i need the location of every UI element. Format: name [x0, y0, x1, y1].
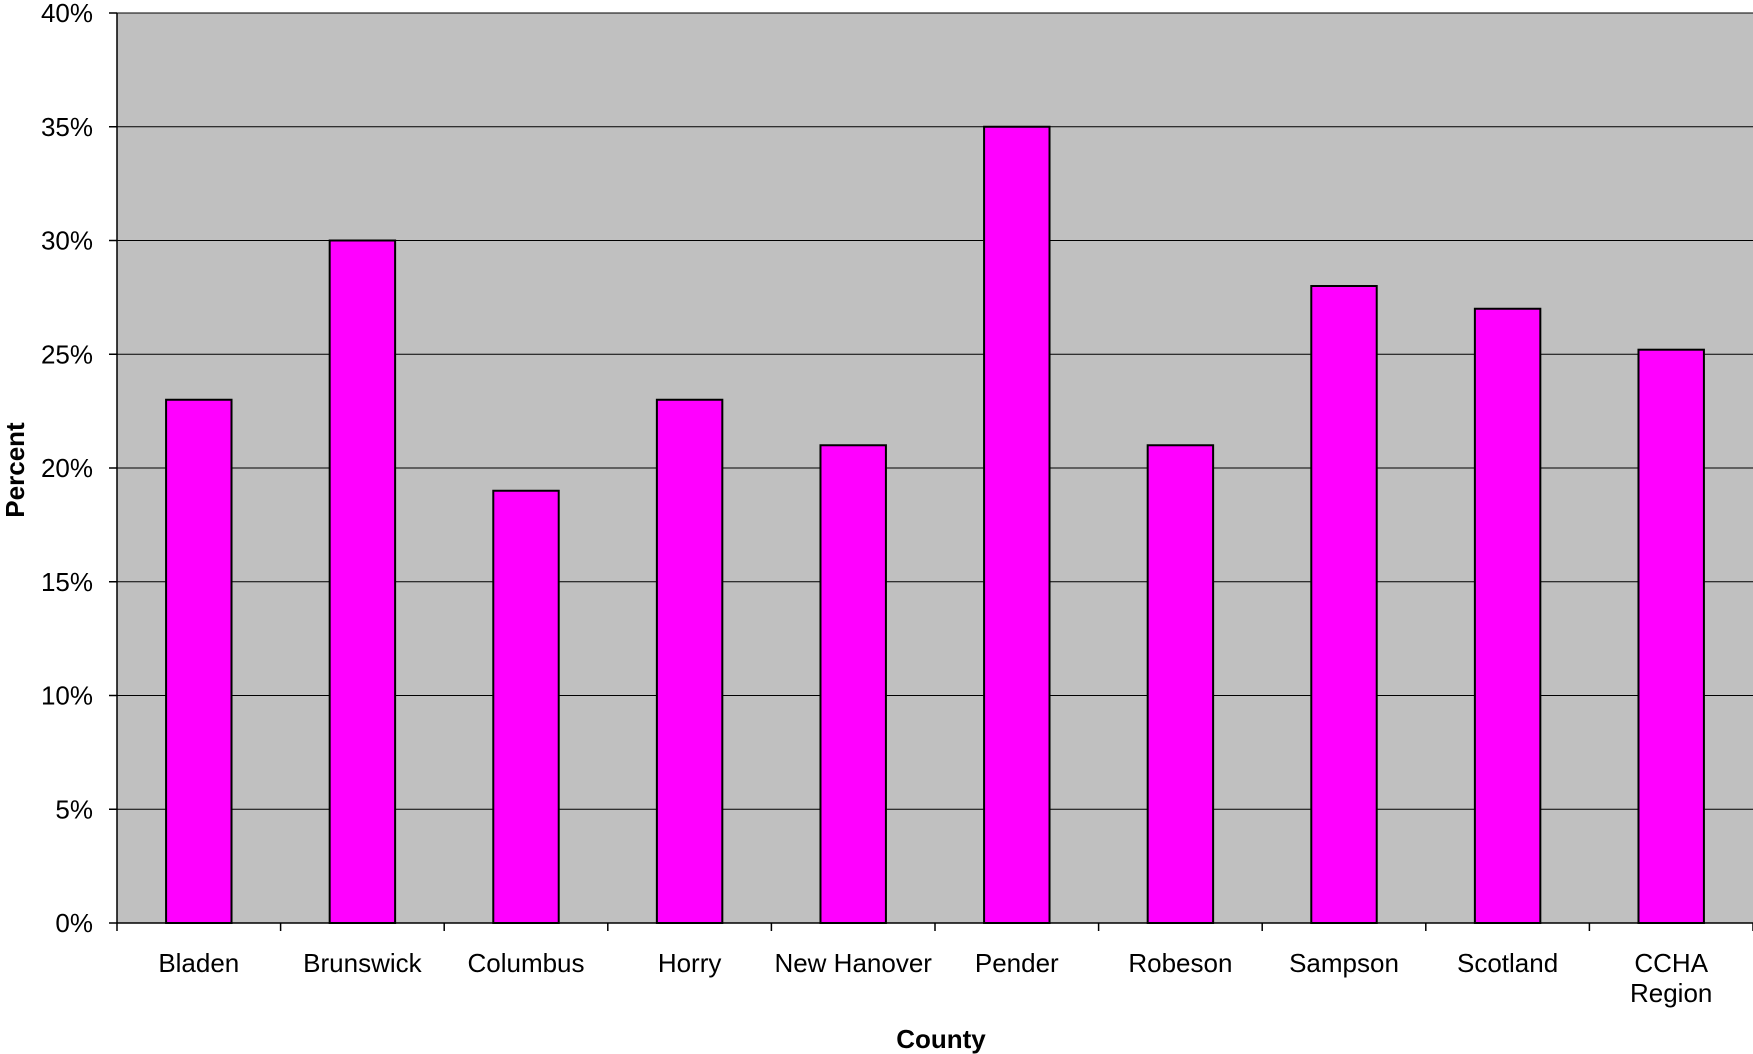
y-tick-label: 5%	[55, 794, 93, 824]
bars	[165, 125, 1705, 924]
y-tick-label: 35%	[41, 112, 93, 142]
x-tick-label: CCHA Region	[1630, 948, 1712, 1008]
x-tick-label: Horry	[658, 948, 722, 978]
y-tick-label: 40%	[41, 0, 93, 28]
bar-new-hanover	[819, 444, 887, 924]
bar-pender	[983, 125, 1051, 924]
x-tick-label: New Hanover	[774, 948, 932, 978]
x-tick-label: Scotland	[1457, 948, 1558, 978]
x-tick-label: Columbus	[467, 948, 584, 978]
y-tick-label: 0%	[55, 908, 93, 938]
x-tick-label: Brunswick	[303, 948, 422, 978]
y-tick-label: 30%	[41, 226, 93, 256]
y-tick-labels: 0% 5% 10% 15% 20% 25% 30% 35% 40%	[41, 0, 117, 938]
y-axis-title: Percent	[0, 422, 30, 518]
bar-ccha-region	[1637, 348, 1705, 924]
y-tick-label: 25%	[41, 339, 93, 369]
bar-columbus	[492, 489, 560, 924]
x-tick-label: Robeson	[1128, 948, 1232, 978]
bar-scotland	[1473, 307, 1542, 924]
y-tick-label: 10%	[41, 681, 93, 711]
bar-horry	[655, 398, 724, 924]
x-tick-label: Pender	[975, 948, 1059, 978]
y-tick-label: 20%	[41, 453, 93, 483]
bar-brunswick	[328, 239, 397, 924]
bar-robeson	[1146, 444, 1215, 924]
x-tick-labels: Bladen Brunswick Columbus Horry New Hanover P…	[116, 923, 1753, 1008]
x-axis-title: County	[896, 1024, 986, 1054]
x-tick-label: Sampson	[1289, 948, 1399, 978]
bar-bladen	[165, 398, 233, 924]
y-tick-label: 15%	[41, 567, 93, 597]
bar-sampson	[1310, 285, 1378, 924]
x-tick-label: Bladen	[158, 948, 239, 978]
